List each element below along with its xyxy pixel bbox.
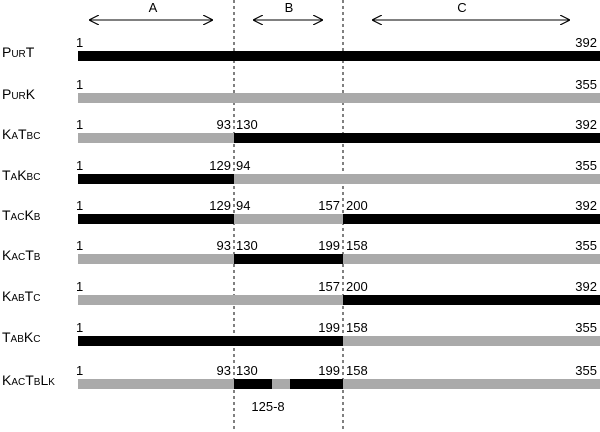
residue-label: 355 bbox=[575, 320, 597, 335]
residue-label: 93 bbox=[217, 238, 231, 253]
segment bbox=[343, 214, 600, 224]
residue-label: 158 bbox=[346, 363, 368, 378]
segment bbox=[343, 254, 600, 264]
residue-label: 199 bbox=[318, 320, 340, 335]
segment bbox=[343, 295, 600, 305]
segment bbox=[78, 254, 234, 264]
segment bbox=[78, 133, 234, 143]
row-name: KacTbLk bbox=[2, 372, 55, 388]
residue-label: 392 bbox=[575, 279, 597, 294]
residue-label: 199 bbox=[318, 238, 340, 253]
segment bbox=[234, 254, 343, 264]
residue-label: 199 bbox=[318, 363, 340, 378]
segment bbox=[234, 174, 600, 184]
residue-label: 130 bbox=[236, 117, 258, 132]
region-label: A bbox=[149, 0, 158, 15]
note: 125-8 bbox=[251, 399, 284, 414]
residue-label: 94 bbox=[236, 158, 250, 173]
residue-label: 130 bbox=[236, 363, 258, 378]
residue-label: 1 bbox=[76, 77, 83, 92]
segment bbox=[234, 379, 272, 389]
segment bbox=[78, 174, 234, 184]
row-name: TabKc bbox=[2, 329, 40, 345]
segment bbox=[343, 336, 600, 346]
residue-label: 200 bbox=[346, 279, 368, 294]
residue-label: 392 bbox=[575, 35, 597, 50]
residue-label: 1 bbox=[76, 238, 83, 253]
residue-label: 1 bbox=[76, 158, 83, 173]
segment bbox=[78, 379, 234, 389]
row-name: KabTc bbox=[2, 288, 40, 304]
residue-label: 355 bbox=[575, 77, 597, 92]
residue-label: 1 bbox=[76, 117, 83, 132]
segment bbox=[343, 379, 600, 389]
residue-label: 157 bbox=[318, 198, 340, 213]
segment bbox=[290, 379, 343, 389]
residue-label: 392 bbox=[575, 198, 597, 213]
residue-label: 129 bbox=[209, 198, 231, 213]
segment bbox=[78, 295, 343, 305]
row-name: KacTb bbox=[2, 247, 41, 263]
residue-label: 1 bbox=[76, 363, 83, 378]
row-name: TaKbc bbox=[2, 167, 40, 183]
region-label: C bbox=[457, 0, 466, 15]
region-label: B bbox=[285, 0, 294, 15]
residue-label: 157 bbox=[318, 279, 340, 294]
residue-label: 392 bbox=[575, 117, 597, 132]
residue-label: 129 bbox=[209, 158, 231, 173]
residue-label: 94 bbox=[236, 198, 250, 213]
residue-label: 1 bbox=[76, 279, 83, 294]
residue-label: 130 bbox=[236, 238, 258, 253]
residue-label: 355 bbox=[575, 363, 597, 378]
segment bbox=[78, 214, 234, 224]
segment bbox=[78, 51, 600, 61]
segment bbox=[234, 214, 343, 224]
residue-label: 200 bbox=[346, 198, 368, 213]
segment bbox=[272, 379, 290, 389]
residue-label: 1 bbox=[76, 198, 83, 213]
residue-label: 93 bbox=[217, 117, 231, 132]
residue-label: 158 bbox=[346, 238, 368, 253]
row-name: TacKb bbox=[2, 207, 41, 223]
row-name: PurT bbox=[2, 44, 35, 60]
row-name: KaTbc bbox=[2, 126, 40, 142]
residue-label: 158 bbox=[346, 320, 368, 335]
segment bbox=[78, 336, 343, 346]
residue-label: 355 bbox=[575, 158, 597, 173]
residue-label: 93 bbox=[217, 363, 231, 378]
segment bbox=[78, 93, 600, 103]
residue-label: 1 bbox=[76, 320, 83, 335]
row-name: PurK bbox=[2, 86, 36, 102]
residue-label: 355 bbox=[575, 238, 597, 253]
segment bbox=[234, 133, 600, 143]
residue-label: 1 bbox=[76, 35, 83, 50]
